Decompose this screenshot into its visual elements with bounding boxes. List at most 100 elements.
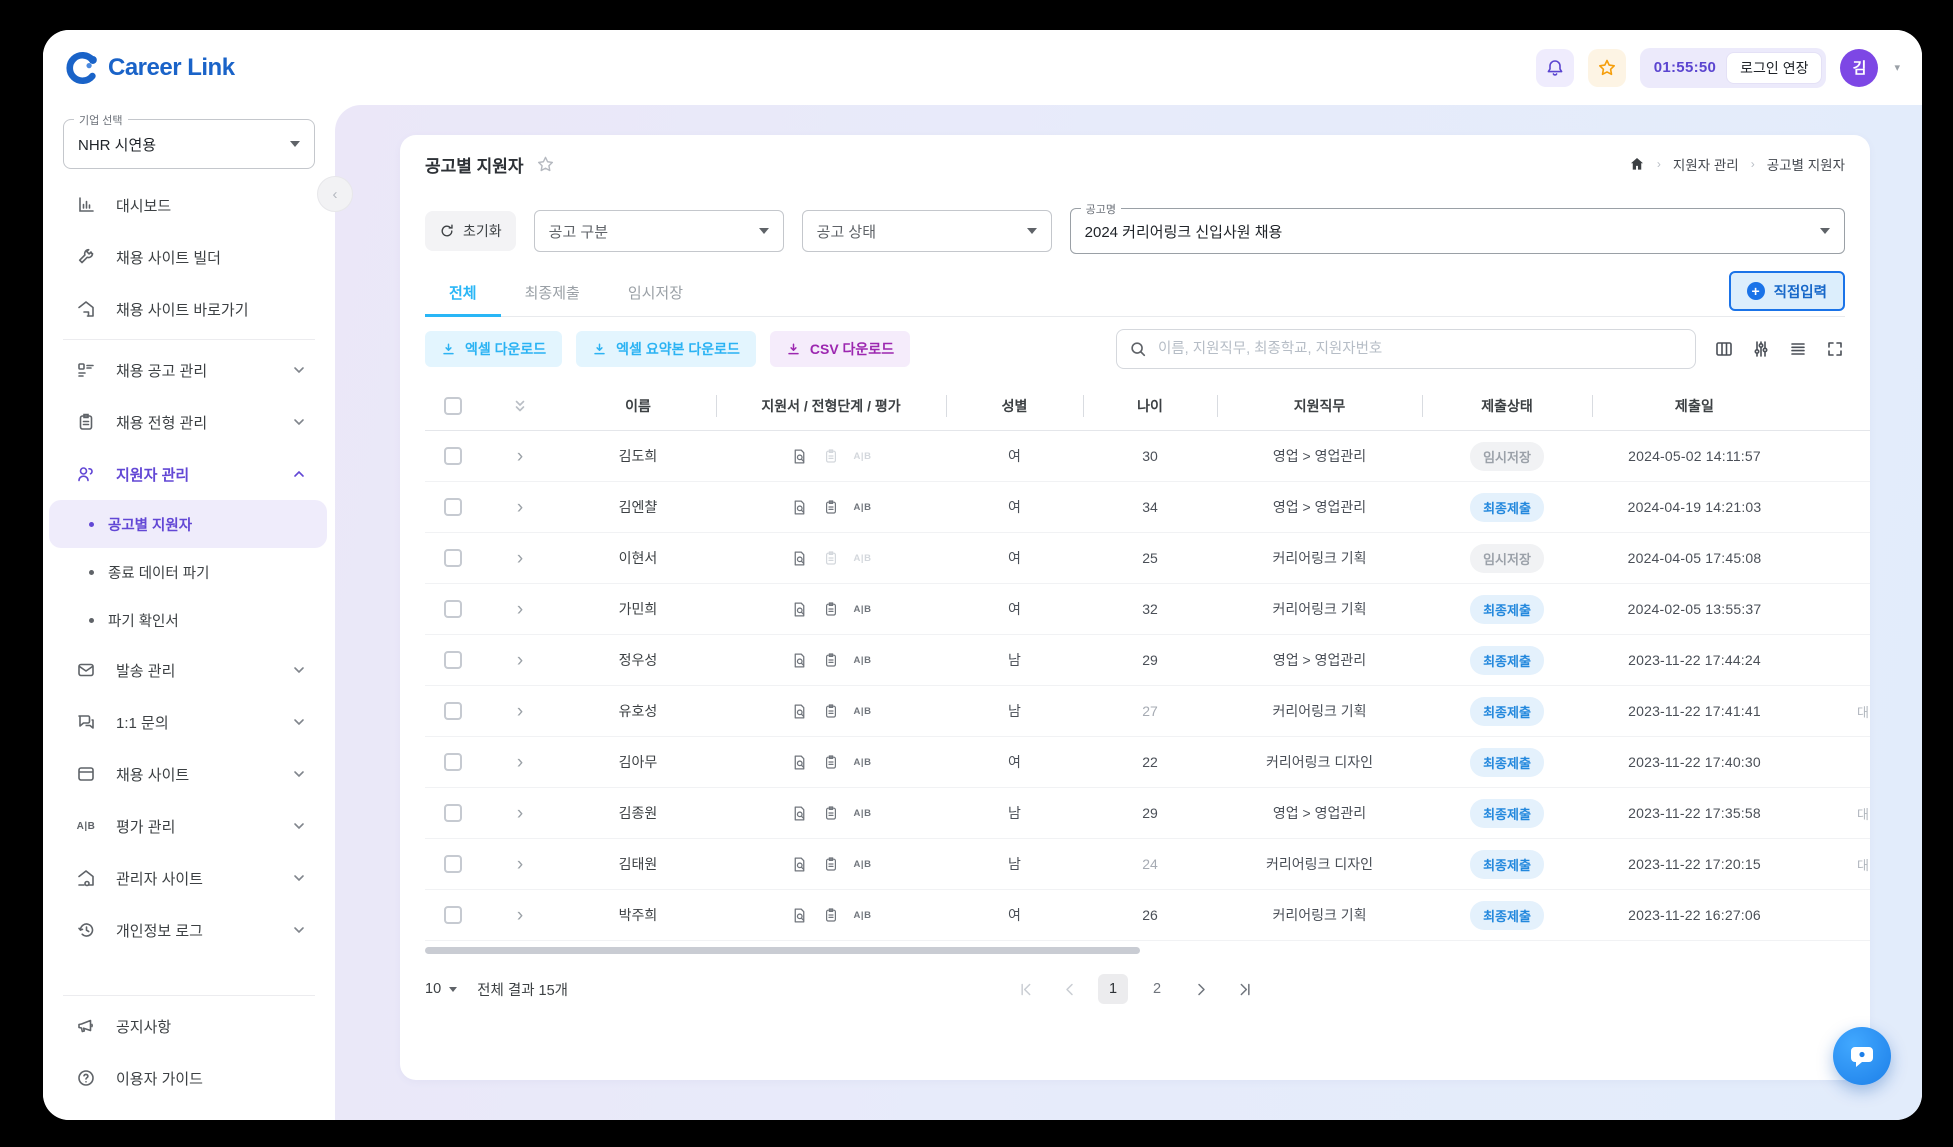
sidebar-item-dashboard[interactable]: 대시보드 [63, 179, 315, 231]
tab-draft-saved[interactable]: 임시저장 [627, 285, 684, 302]
stage-clipboard-icon[interactable] [823, 703, 839, 719]
evaluation-ab-icon[interactable]: A|B [853, 705, 872, 717]
row-checkbox[interactable] [443, 498, 462, 516]
search-input[interactable] [1156, 340, 1683, 358]
row-checkbox[interactable] [443, 702, 462, 720]
sidebar-item-hiring-process[interactable]: 채용 전형 관리 [63, 396, 315, 448]
columns-icon[interactable] [1714, 339, 1734, 359]
sidebar-item-job-postings[interactable]: 채용 공고 관리 [63, 344, 315, 396]
evaluation-ab-icon[interactable]: A|B [853, 552, 872, 564]
sidebar-item-privacy-log[interactable]: 개인정보 로그 [63, 904, 315, 956]
reset-filters-button[interactable]: 초기화 [425, 211, 516, 251]
resume-view-icon[interactable] [791, 907, 808, 924]
stage-clipboard-icon[interactable] [823, 856, 839, 872]
stage-clipboard-icon[interactable] [823, 805, 839, 821]
stage-clipboard-icon[interactable] [823, 754, 839, 770]
posting-category-select[interactable]: 공고 구분 [533, 210, 784, 252]
page-button-1[interactable]: 1 [1098, 974, 1128, 1004]
excel-download-button[interactable]: 엑셀 다운로드 [425, 331, 563, 367]
sidebar-item-data-destruction[interactable]: 종료 데이터 파기 [49, 548, 327, 596]
tab-all[interactable]: 전체 [425, 269, 501, 317]
expand-row-icon[interactable]: › [516, 751, 524, 773]
last-page-button[interactable] [1230, 974, 1260, 1004]
evaluation-ab-icon[interactable]: A|B [853, 501, 872, 513]
resume-view-icon[interactable] [791, 448, 808, 465]
company-select[interactable]: 기업 선택 NHR 시연용 [63, 112, 315, 169]
row-checkbox[interactable] [443, 753, 462, 771]
evaluation-ab-icon[interactable]: A|B [853, 756, 872, 768]
resume-view-icon[interactable] [791, 601, 808, 618]
row-checkbox[interactable] [443, 549, 462, 567]
sidebar-item-recruitment-site[interactable]: 채용 사이트 [63, 748, 315, 800]
row-checkbox[interactable] [443, 600, 462, 618]
sidebar-item-admin-site[interactable]: 관리자 사이트 [63, 852, 315, 904]
select-all-checkbox[interactable] [443, 396, 462, 415]
resume-view-icon[interactable] [791, 754, 808, 771]
resume-view-icon[interactable] [791, 805, 808, 822]
evaluation-ab-icon[interactable]: A|B [853, 807, 872, 819]
stage-clipboard-icon[interactable] [823, 652, 839, 668]
sidebar-item-inquiries[interactable]: 1:1 문의 [63, 696, 315, 748]
posting-status-select[interactable]: 공고 상태 [801, 210, 1052, 252]
home-icon[interactable] [1629, 156, 1645, 172]
fullscreen-icon[interactable] [1825, 339, 1845, 359]
evaluation-ab-icon[interactable]: A|B [853, 654, 872, 666]
expand-row-icon[interactable]: › [516, 445, 524, 467]
account-menu-caret-icon[interactable]: ▾ [1894, 62, 1900, 74]
evaluation-ab-icon[interactable]: A|B [853, 909, 872, 921]
expand-row-icon[interactable]: › [516, 700, 524, 722]
sidebar-item-applicant-management[interactable]: 지원자 관리 [63, 448, 315, 500]
stage-clipboard-icon[interactable] [823, 601, 839, 617]
sidebar-item-evaluation-management[interactable]: A|B 평가 관리 [63, 800, 315, 852]
row-checkbox[interactable] [443, 447, 462, 465]
stage-clipboard-icon[interactable] [823, 550, 839, 566]
avatar[interactable]: 김 [1840, 48, 1879, 87]
expand-row-icon[interactable]: › [516, 802, 524, 824]
resume-view-icon[interactable] [791, 856, 808, 873]
resume-view-icon[interactable] [791, 703, 808, 720]
density-list-icon[interactable] [1788, 339, 1808, 359]
stage-clipboard-icon[interactable] [823, 499, 839, 515]
direct-input-button[interactable]: + 직접입력 [1728, 271, 1845, 311]
expand-row-icon[interactable]: › [516, 547, 524, 569]
evaluation-ab-icon[interactable]: A|B [853, 603, 872, 615]
login-extend-button[interactable]: 로그인 연장 [1726, 51, 1823, 84]
evaluation-ab-icon[interactable]: A|B [853, 858, 872, 870]
sidebar-collapse-button[interactable]: ‹ [317, 176, 353, 212]
stage-clipboard-icon[interactable] [823, 907, 839, 923]
filter-sliders-icon[interactable] [1751, 339, 1771, 359]
expand-all-icon[interactable] [512, 398, 528, 414]
resume-view-icon[interactable] [791, 550, 808, 567]
sidebar-item-applicants-by-posting[interactable]: 공고별 지원자 [49, 500, 327, 548]
excel-summary-download-button[interactable]: 엑셀 요약본 다운로드 [576, 331, 756, 367]
sidebar-item-site-shortcut[interactable]: 채용 사이트 바로가기 [63, 283, 315, 335]
expand-row-icon[interactable]: › [516, 598, 524, 620]
sidebar-item-user-guide[interactable]: 이용자 가이드 [63, 1052, 315, 1104]
next-page-button[interactable] [1186, 974, 1216, 1004]
sidebar-item-notices[interactable]: 공지사항 [63, 1000, 315, 1052]
expand-row-icon[interactable]: › [516, 649, 524, 671]
favorite-star-icon[interactable] [536, 155, 555, 174]
row-checkbox[interactable] [443, 804, 462, 822]
first-page-button[interactable] [1010, 974, 1040, 1004]
breadcrumb-link[interactable]: 지원자 관리 [1672, 158, 1739, 173]
resume-view-icon[interactable] [791, 499, 808, 516]
tab-final-submitted[interactable]: 최종제출 [524, 285, 580, 302]
expand-row-icon[interactable]: › [516, 853, 524, 875]
row-checkbox[interactable] [443, 651, 462, 669]
page-size-select[interactable]: 10 [425, 981, 458, 997]
sidebar-item-site-builder[interactable]: 채용 사이트 빌더 [63, 231, 315, 283]
sidebar-item-destruction-certificate[interactable]: 파기 확인서 [49, 596, 327, 644]
csv-download-button[interactable]: CSV 다운로드 [769, 331, 911, 367]
logo[interactable]: Career Link [65, 51, 235, 85]
favorites-button[interactable] [1587, 48, 1626, 87]
page-button-2[interactable]: 2 [1152, 981, 1162, 997]
evaluation-ab-icon[interactable]: A|B [853, 450, 872, 462]
sidebar-item-sending-management[interactable]: 발송 관리 [63, 644, 315, 696]
expand-row-icon[interactable]: › [516, 496, 524, 518]
notifications-button[interactable] [1535, 48, 1574, 87]
stage-clipboard-icon[interactable] [823, 448, 839, 464]
expand-row-icon[interactable]: › [516, 904, 524, 926]
posting-name-select[interactable]: 공고명 2024 커리어링크 신입사원 채용 [1069, 201, 1845, 254]
resume-view-icon[interactable] [791, 652, 808, 669]
